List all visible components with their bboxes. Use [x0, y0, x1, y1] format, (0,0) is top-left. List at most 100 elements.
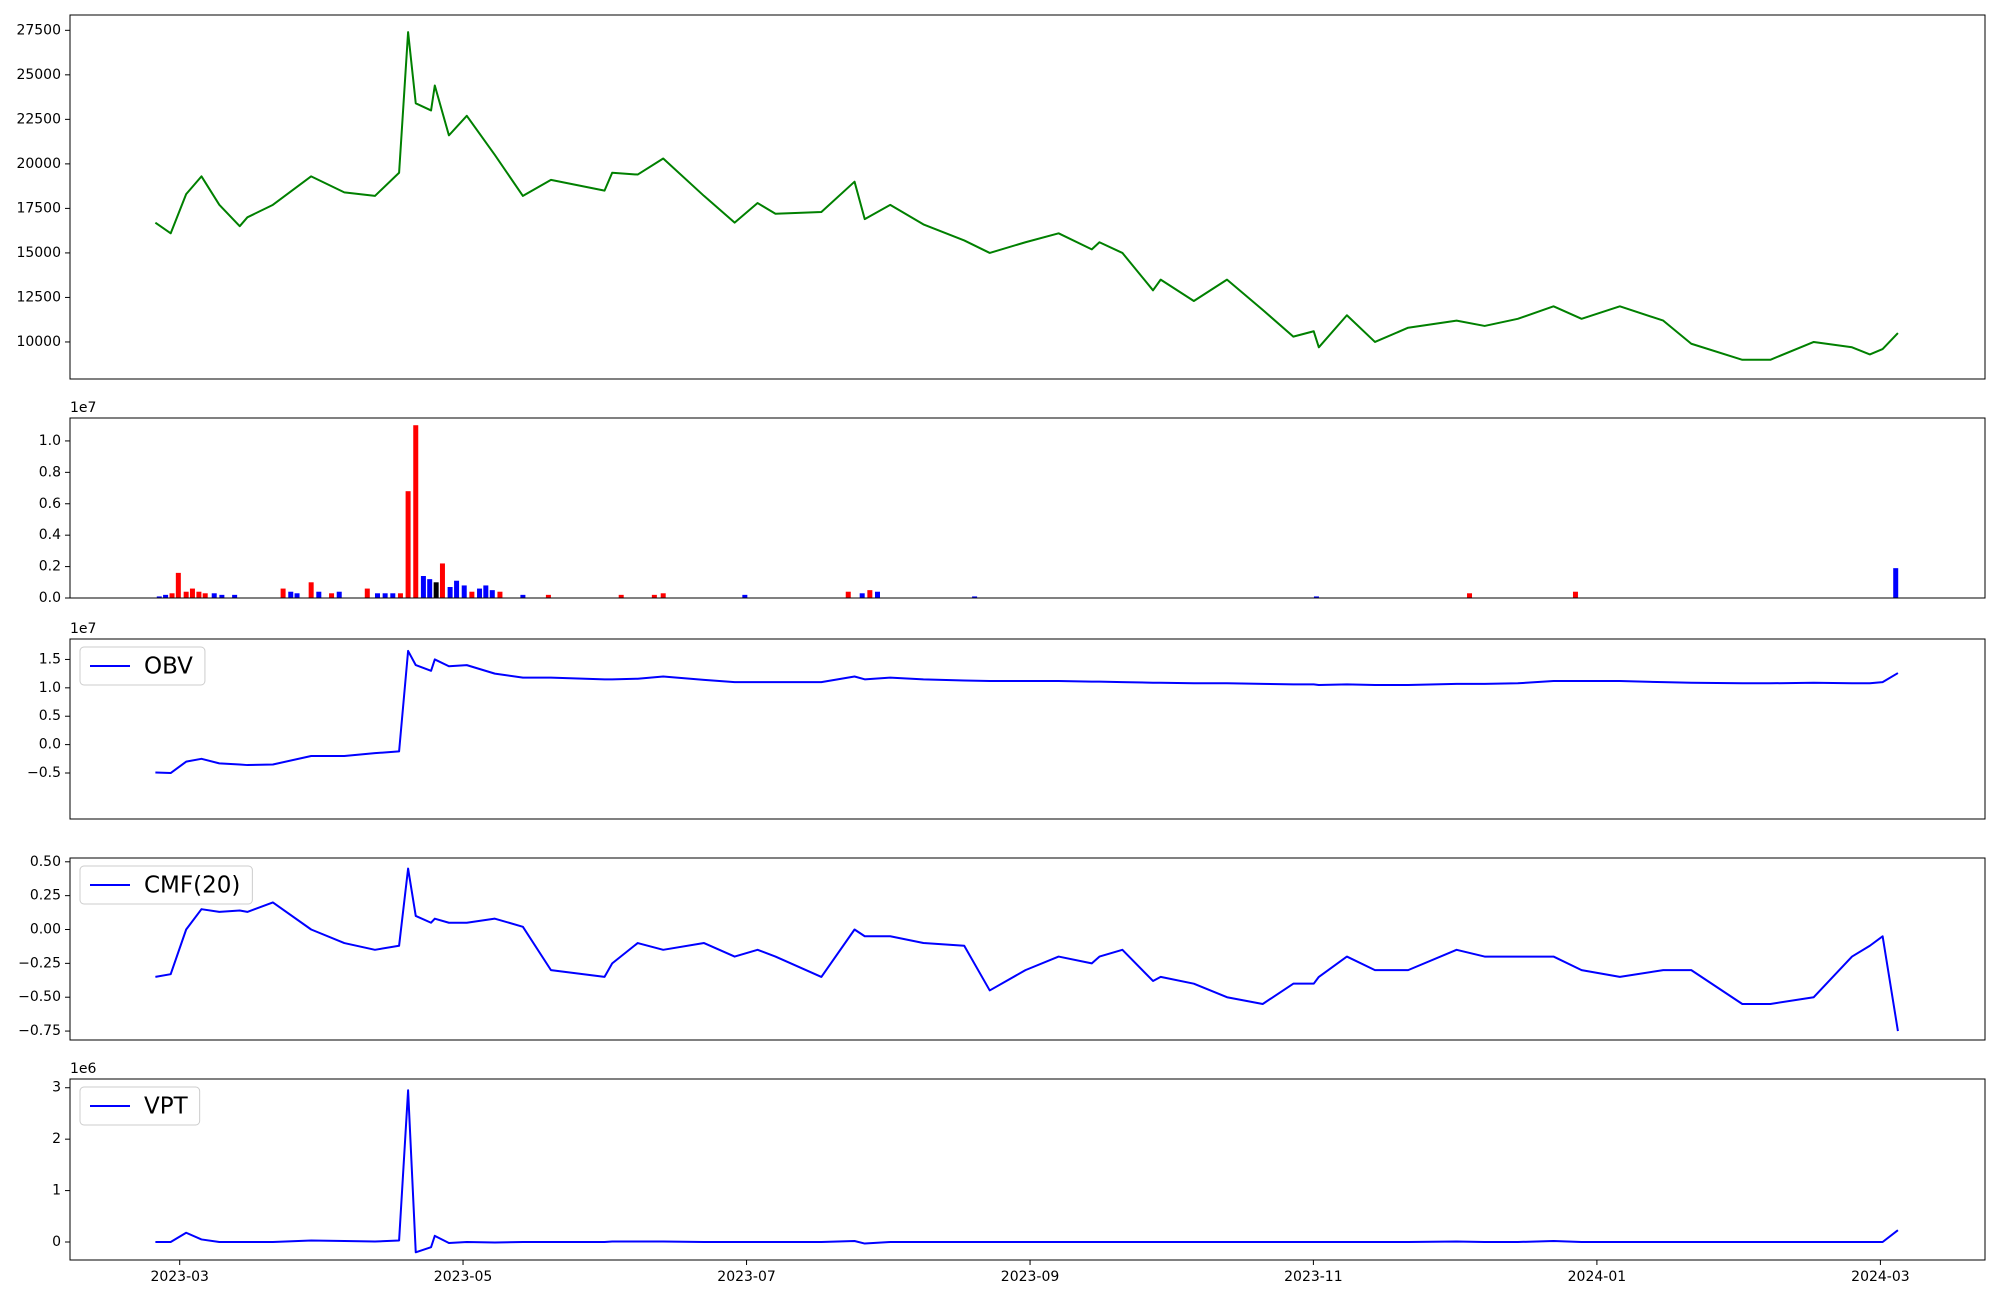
- bar: [397, 593, 403, 598]
- y-tick-label: 0.2: [39, 559, 61, 575]
- bar: [316, 591, 322, 598]
- y-tick-label: −0.25: [18, 955, 61, 971]
- bar: [374, 593, 380, 598]
- bar: [183, 591, 189, 598]
- legend-label: VPT: [144, 1094, 189, 1120]
- legend-label: OBV: [144, 654, 193, 680]
- bar: [1893, 568, 1899, 598]
- axes-frame: [69, 857, 1986, 1041]
- y-tick-label: 17500: [16, 200, 61, 216]
- y-tick-label: 20000: [16, 156, 61, 172]
- bar: [874, 591, 880, 598]
- x-tick-label: 2024-03: [1851, 1269, 1910, 1285]
- offset-label: 1e6: [70, 1061, 97, 1077]
- bar: [651, 594, 657, 598]
- y-tick-label: 2: [52, 1131, 61, 1147]
- bar: [867, 590, 873, 598]
- y-tick-label: 1.0: [39, 433, 61, 449]
- bar: [294, 593, 300, 598]
- bar: [169, 593, 175, 598]
- bar: [219, 594, 225, 598]
- bar: [520, 594, 526, 598]
- y-tick-label: 3: [52, 1080, 61, 1096]
- bar: [413, 425, 419, 598]
- bar: [420, 576, 426, 598]
- bar: [308, 582, 314, 598]
- y-tick-label: 0.4: [39, 527, 61, 543]
- y-tick-label: 0.0: [39, 737, 61, 753]
- y-tick-label: 22500: [16, 111, 61, 127]
- legend-box: [79, 1086, 201, 1126]
- x-tick-label: 2023-07: [717, 1269, 776, 1285]
- bar: [390, 593, 396, 598]
- bar: [288, 591, 294, 598]
- x-tick-label: 2023-03: [150, 1269, 209, 1285]
- line: [155, 1089, 1899, 1254]
- bar: [196, 591, 202, 598]
- y-tick-label: 0.00: [30, 922, 61, 938]
- line: [155, 649, 1899, 775]
- bar: [461, 585, 467, 598]
- bar: [439, 563, 445, 598]
- line: [155, 867, 1899, 1032]
- bar: [618, 594, 624, 598]
- bar: [336, 591, 342, 598]
- bar: [859, 593, 865, 598]
- bar: [545, 594, 551, 598]
- legend-box: [79, 646, 206, 686]
- bar: [447, 587, 453, 598]
- bar: [232, 594, 238, 598]
- legend-label: CMF(20): [144, 873, 240, 899]
- y-tick-label: 0.0: [39, 590, 61, 606]
- bar: [454, 580, 460, 598]
- bar: [972, 596, 978, 598]
- bar: [477, 588, 483, 598]
- bar: [489, 590, 495, 598]
- y-tick-label: 1: [52, 1183, 61, 1199]
- bar: [1467, 593, 1473, 598]
- x-tick-label: 2023-05: [434, 1269, 493, 1285]
- bar: [433, 582, 439, 598]
- y-tick-label: 27500: [16, 22, 61, 38]
- bar: [211, 593, 217, 598]
- x-tick-label: 2023-09: [1001, 1269, 1060, 1285]
- axes-frame: [69, 1078, 1986, 1261]
- y-tick-label: 1.5: [39, 651, 61, 667]
- axes-frame: [69, 417, 1986, 599]
- x-tick-label: 2024-01: [1568, 1269, 1627, 1285]
- y-tick-label: 0.25: [30, 888, 61, 904]
- y-tick-label: −0.50: [18, 989, 61, 1005]
- bar: [483, 585, 489, 598]
- line: [154, 31, 1899, 361]
- bar: [405, 491, 411, 598]
- bar: [175, 572, 181, 598]
- bar: [1313, 596, 1319, 598]
- y-tick-label: 0.6: [39, 496, 61, 512]
- legend-box: [79, 865, 253, 905]
- offset-label: 1e7: [70, 400, 96, 416]
- axes-frame: [69, 638, 1986, 820]
- bar: [364, 588, 370, 598]
- x-tick-label: 2023-11: [1284, 1269, 1343, 1285]
- bar: [497, 591, 503, 598]
- bar: [845, 591, 851, 598]
- bar: [742, 594, 748, 598]
- bar: [156, 596, 162, 598]
- bar: [280, 588, 286, 598]
- bar: [163, 594, 169, 598]
- bar: [189, 588, 195, 598]
- bar: [427, 579, 433, 598]
- y-tick-label: 0.50: [30, 854, 61, 870]
- y-tick-label: −0.75: [18, 1023, 61, 1039]
- bar: [660, 593, 666, 598]
- y-tick-label: −0.5: [27, 765, 61, 781]
- offset-label: 1e7: [70, 621, 96, 637]
- y-tick-label: 0.5: [39, 708, 61, 724]
- y-tick-label: 12500: [16, 289, 61, 305]
- bar: [469, 591, 475, 598]
- y-tick-label: 1.0: [39, 680, 61, 696]
- bar: [382, 593, 388, 598]
- axes-frame: [69, 14, 1986, 380]
